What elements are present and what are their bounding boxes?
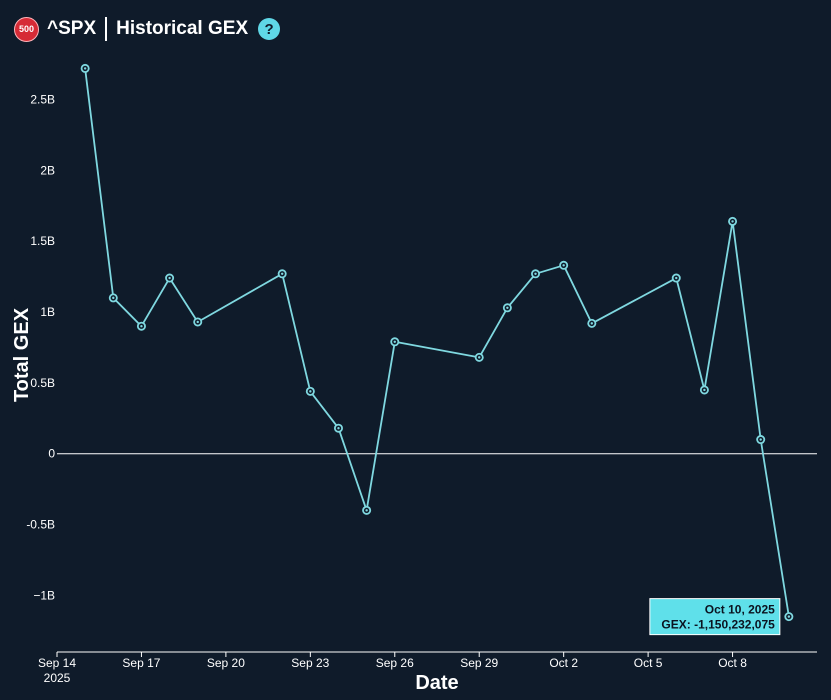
y-tick-label: 0.5B: [30, 376, 55, 390]
y-axis-title: Total GEX: [11, 307, 33, 402]
data-point-center: [590, 322, 594, 325]
tooltip-date: Oct 10, 2025: [705, 603, 775, 617]
data-point-center: [280, 272, 284, 276]
x-tick-label: Sep 26: [376, 656, 414, 670]
y-tick-label: 2B: [40, 163, 55, 177]
help-icon[interactable]: ?: [258, 18, 281, 40]
y-tick-label: 1B: [40, 305, 55, 319]
data-point-center: [365, 509, 368, 512]
x-tick-label: Sep 23: [291, 656, 329, 670]
y-tick-label: 1.5B: [30, 234, 55, 248]
y-tick-label: 2.5B: [30, 93, 55, 107]
x-tick-label: Sep 14: [38, 656, 76, 670]
data-point-center: [112, 296, 115, 300]
data-point-center: [393, 340, 396, 343]
x-tick-label: Sep 20: [207, 656, 245, 670]
data-point-center: [787, 615, 791, 618]
y-tick-label: −1B: [33, 588, 55, 602]
data-point-center: [703, 388, 706, 392]
tooltip-box: [649, 598, 781, 636]
data-point-center: [759, 438, 762, 441]
tooltip-value: GEX: -1,150,232,075: [661, 618, 775, 632]
data-point-center: [675, 276, 678, 280]
data-point-center: [478, 356, 481, 359]
data-point-center: [562, 264, 565, 267]
data-point-center: [83, 67, 87, 70]
gex-series-line: [84, 68, 790, 617]
data-point-center: [534, 272, 537, 276]
header-divider: [105, 17, 108, 41]
data-point-center: [506, 306, 509, 309]
x-tick-label: Oct 2: [549, 656, 578, 670]
data-point-center: [337, 426, 340, 430]
x-axis-title: Date: [415, 672, 458, 694]
ticker-symbol: ^SPX: [47, 18, 97, 39]
data-point-center: [309, 390, 312, 393]
x-tick-sublabel: 2025: [44, 671, 71, 685]
y-tick-label: -0.5B: [26, 518, 55, 532]
x-tick-label: Sep 29: [460, 656, 498, 670]
data-point-center: [196, 320, 199, 324]
chart-header: 500 ^SPX Historical GEX ?: [14, 14, 281, 44]
x-tick-label: Sep 17: [122, 656, 160, 670]
y-tick-label: 0: [48, 447, 55, 461]
data-point-center: [731, 220, 734, 223]
x-tick-label: Oct 8: [718, 656, 747, 670]
chart-title: Historical GEX: [116, 18, 249, 39]
data-point-center: [140, 325, 143, 328]
data-point-center: [168, 276, 171, 280]
sp500-badge-icon: 500: [14, 16, 39, 42]
x-tick-label: Oct 5: [634, 656, 663, 670]
